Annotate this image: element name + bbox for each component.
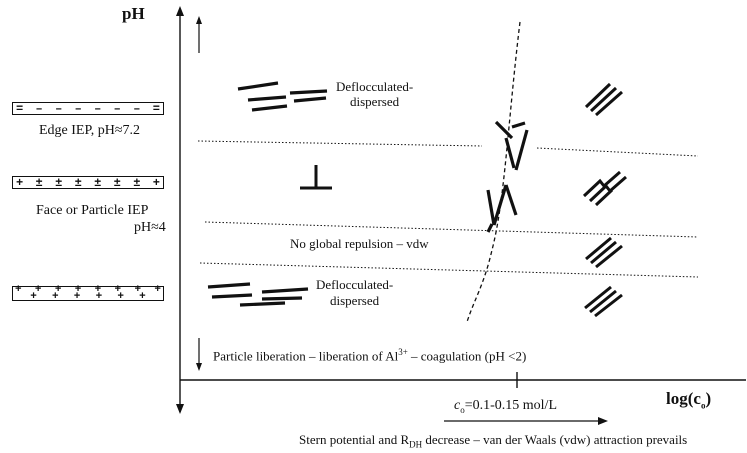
stern-potential-label: Stern potential and RDH decrease – van d…	[299, 432, 688, 450]
edge-iep-label: Edge IEP, pH≈7.2	[39, 123, 141, 138]
edge-charge-box: = – – – – – – =	[12, 102, 164, 115]
critical-concentration-curve	[466, 21, 521, 323]
stacked-platelets-bottom	[584, 285, 623, 318]
face-iep-label-line1: Face or Particle IEP	[36, 203, 149, 218]
ph-up-arrow-head	[196, 16, 202, 24]
boundary-face-iep	[204, 221, 699, 238]
deflocculated-top-label-line1: Deflocculated-	[336, 79, 414, 94]
stacked-platelets-middle	[585, 236, 623, 269]
face-charge-box: + ± ± ± ± ± ± +	[12, 176, 164, 189]
card-house-structure-upper	[494, 120, 529, 171]
card-house-structure-lower	[486, 184, 518, 233]
deflocculated-bottom-label-line2: dispersed	[330, 293, 380, 308]
y-axis-arrow-top	[176, 6, 184, 16]
deflocculated-top-label-line2: dispersed	[350, 94, 400, 109]
stacked-platelets-top	[584, 82, 623, 117]
particle-liberation-label: Particle liberation – liberation of Al3+…	[213, 347, 527, 364]
boundary-edge-iep-left	[197, 140, 483, 147]
y-axis-label: pH	[122, 4, 145, 23]
concentration-arrow-head	[598, 417, 608, 425]
x-axis-label: log(co)	[666, 389, 712, 411]
face-iep-label-line2: pH≈4	[134, 220, 166, 235]
stacked-platelets-zigzag	[582, 170, 627, 207]
positive-charge-box: + + + + + + + + + + + + + +	[12, 284, 164, 302]
y-axis-arrow-bottom	[176, 404, 184, 414]
boundary-edge-iep-right	[536, 147, 699, 157]
edge-face-t-association	[300, 165, 332, 190]
no-global-repulsion-label: No global repulsion – vdw	[290, 236, 429, 251]
dispersed-platelets-top	[237, 81, 328, 112]
deflocculated-bottom-label-line1: Deflocculated-	[316, 277, 394, 292]
boundary-lower	[199, 262, 699, 278]
ph-down-arrow-head	[196, 363, 202, 371]
dispersed-platelets-bottom	[207, 282, 309, 307]
critical-concentration-label: co=0.1-0.15 mol/L	[454, 398, 557, 415]
